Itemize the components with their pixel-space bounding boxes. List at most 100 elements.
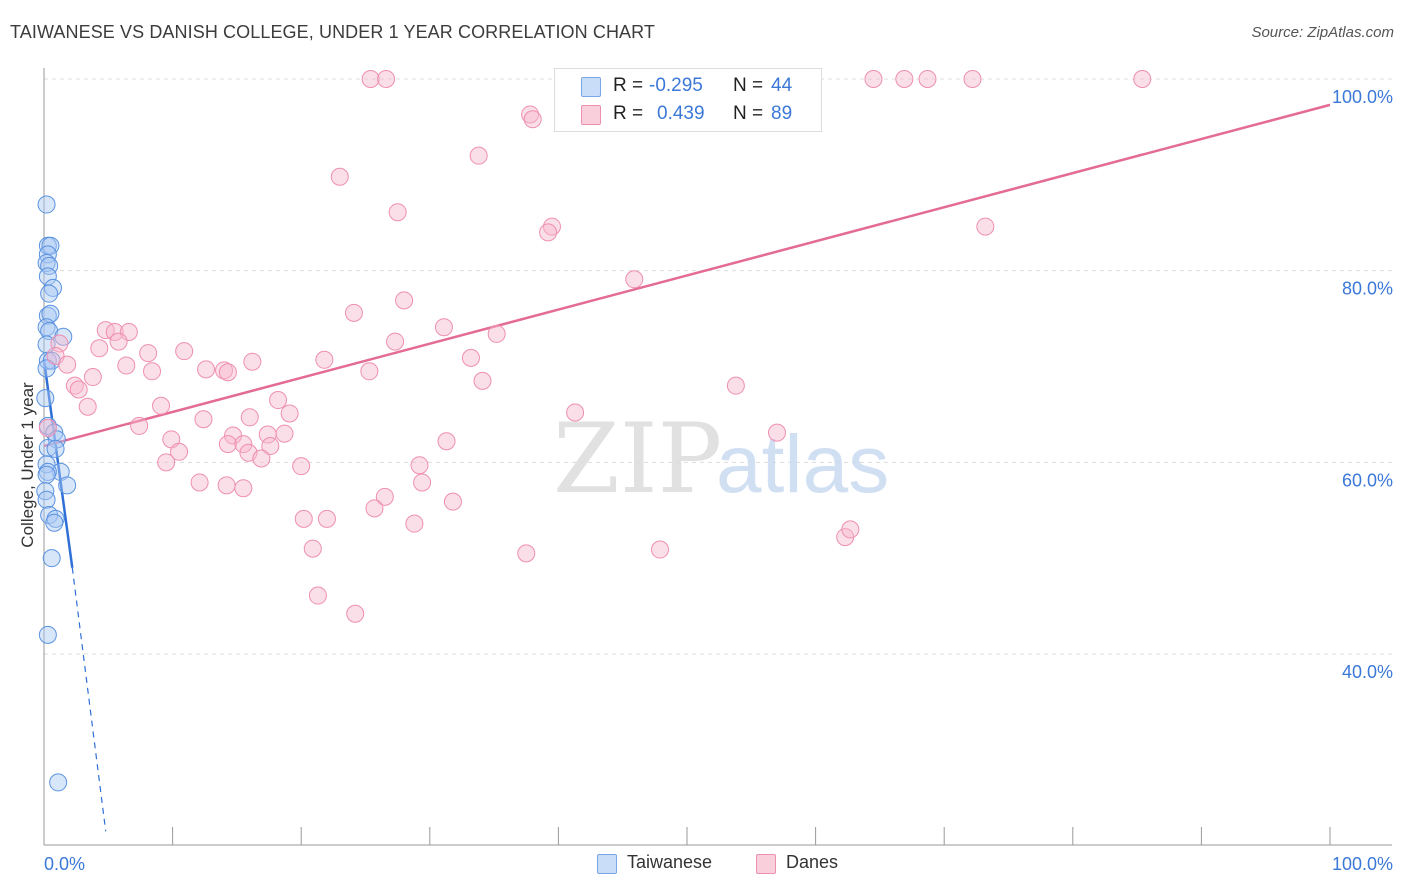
r-value: 0.439 xyxy=(657,103,705,124)
taiwanese-swatch xyxy=(581,77,601,97)
danes-point xyxy=(895,70,914,88)
danes-point xyxy=(234,435,253,454)
chart-title: TAIWANESE VS DANISH COLLEGE, UNDER 1 YEA… xyxy=(10,22,656,42)
danes-point xyxy=(461,348,480,367)
danes-point xyxy=(139,344,158,363)
danes-point xyxy=(365,499,384,518)
danes-point xyxy=(517,544,536,563)
danes-point xyxy=(443,492,462,511)
danes-point xyxy=(1133,70,1152,88)
taiwanese-point xyxy=(40,284,59,303)
danes-point xyxy=(90,339,109,358)
taiwanese-point xyxy=(37,490,56,509)
danes-point xyxy=(361,70,380,88)
danes-point xyxy=(294,509,313,528)
taiwanese-point xyxy=(37,359,56,378)
danes-point xyxy=(190,473,209,492)
danes-point xyxy=(38,418,57,437)
n-value: 44 xyxy=(771,75,793,96)
y-tick-label: 60.0% xyxy=(1342,470,1393,490)
danes-point xyxy=(292,457,311,476)
danes-point xyxy=(566,403,585,422)
danes-point xyxy=(864,70,883,88)
danes-point xyxy=(405,514,424,533)
danes-point xyxy=(218,435,237,454)
danes-point xyxy=(410,456,429,475)
danes-point xyxy=(918,70,937,88)
danes-point xyxy=(83,368,102,387)
danes-point xyxy=(261,437,280,456)
danes-point xyxy=(413,473,432,492)
n-label: N = xyxy=(733,75,764,96)
danes-point xyxy=(258,425,277,444)
danes-legend-swatch xyxy=(756,854,776,874)
taiwanese-trend-extension xyxy=(71,567,107,832)
taiwanese-point xyxy=(38,438,57,457)
danes-point xyxy=(252,449,271,468)
taiwanese-point xyxy=(49,773,68,792)
danes-point xyxy=(375,487,394,506)
danes-point xyxy=(469,146,488,165)
danes-point xyxy=(243,352,262,371)
danes-point xyxy=(234,479,253,498)
danes-point xyxy=(175,342,194,361)
y-tick-label: 80.0% xyxy=(1342,279,1393,299)
danes-point xyxy=(197,360,216,379)
danes-point xyxy=(194,410,213,429)
taiwanese-point xyxy=(42,549,61,568)
danes-point xyxy=(275,424,294,443)
danes-point xyxy=(269,391,288,410)
danes-point xyxy=(240,408,259,427)
taiwanese-point xyxy=(37,195,56,214)
danes-point xyxy=(434,318,453,337)
danes-point xyxy=(768,423,787,442)
danes-point xyxy=(330,167,349,186)
r-value: -0.295 xyxy=(649,75,703,96)
taiwanese-point xyxy=(38,462,57,481)
danes-point xyxy=(473,371,492,390)
danes-point xyxy=(170,442,189,461)
danes-point xyxy=(625,270,644,289)
danes-point xyxy=(143,362,162,381)
danes-point xyxy=(360,362,379,381)
danes-point xyxy=(377,70,396,88)
y-axis-label: College, Under 1 year xyxy=(18,382,37,548)
danes-point xyxy=(346,604,365,623)
stats-legend: R = -0.295 N = 44 R = 0.439 N = 89 xyxy=(554,68,822,132)
danes-point xyxy=(315,350,334,369)
y-tick-label: 100.0% xyxy=(1332,87,1393,107)
danes-swatch xyxy=(581,105,601,125)
danes-point xyxy=(308,586,327,605)
danes-point xyxy=(69,380,88,399)
stats-legend-row-taiwanese: R = -0.295 N = 44 xyxy=(555,73,821,99)
stats-legend-row-danes: R = 0.439 N = 89 xyxy=(555,101,821,127)
taiwanese-point xyxy=(37,465,56,484)
taiwanese-point xyxy=(38,306,57,325)
danes-point xyxy=(78,397,97,416)
danes-point xyxy=(344,303,363,322)
danes-point xyxy=(105,323,124,341)
danes-point xyxy=(388,203,407,222)
danes-point xyxy=(117,356,136,375)
danes-trend-line xyxy=(43,103,1331,448)
taiwanese-point xyxy=(36,389,55,408)
danes-point xyxy=(157,453,176,472)
taiwanese-point xyxy=(37,455,56,474)
danes-point xyxy=(487,324,506,343)
taiwanese-point xyxy=(58,476,77,495)
danes-point xyxy=(58,355,77,374)
danes-point xyxy=(130,416,149,435)
danes-point xyxy=(109,332,128,351)
r-label: R = xyxy=(613,75,644,96)
danes-point xyxy=(152,396,171,415)
n-label: N = xyxy=(733,103,764,124)
taiwanese-point xyxy=(46,439,65,458)
danes-point xyxy=(523,110,542,129)
taiwanese-point xyxy=(38,625,57,644)
danes-point xyxy=(386,332,405,351)
chart-source: Source: ZipAtlas.com xyxy=(1251,24,1394,41)
danes-point xyxy=(539,223,558,242)
taiwanese-point xyxy=(45,513,64,532)
watermark-zip: ZIP xyxy=(553,403,722,515)
